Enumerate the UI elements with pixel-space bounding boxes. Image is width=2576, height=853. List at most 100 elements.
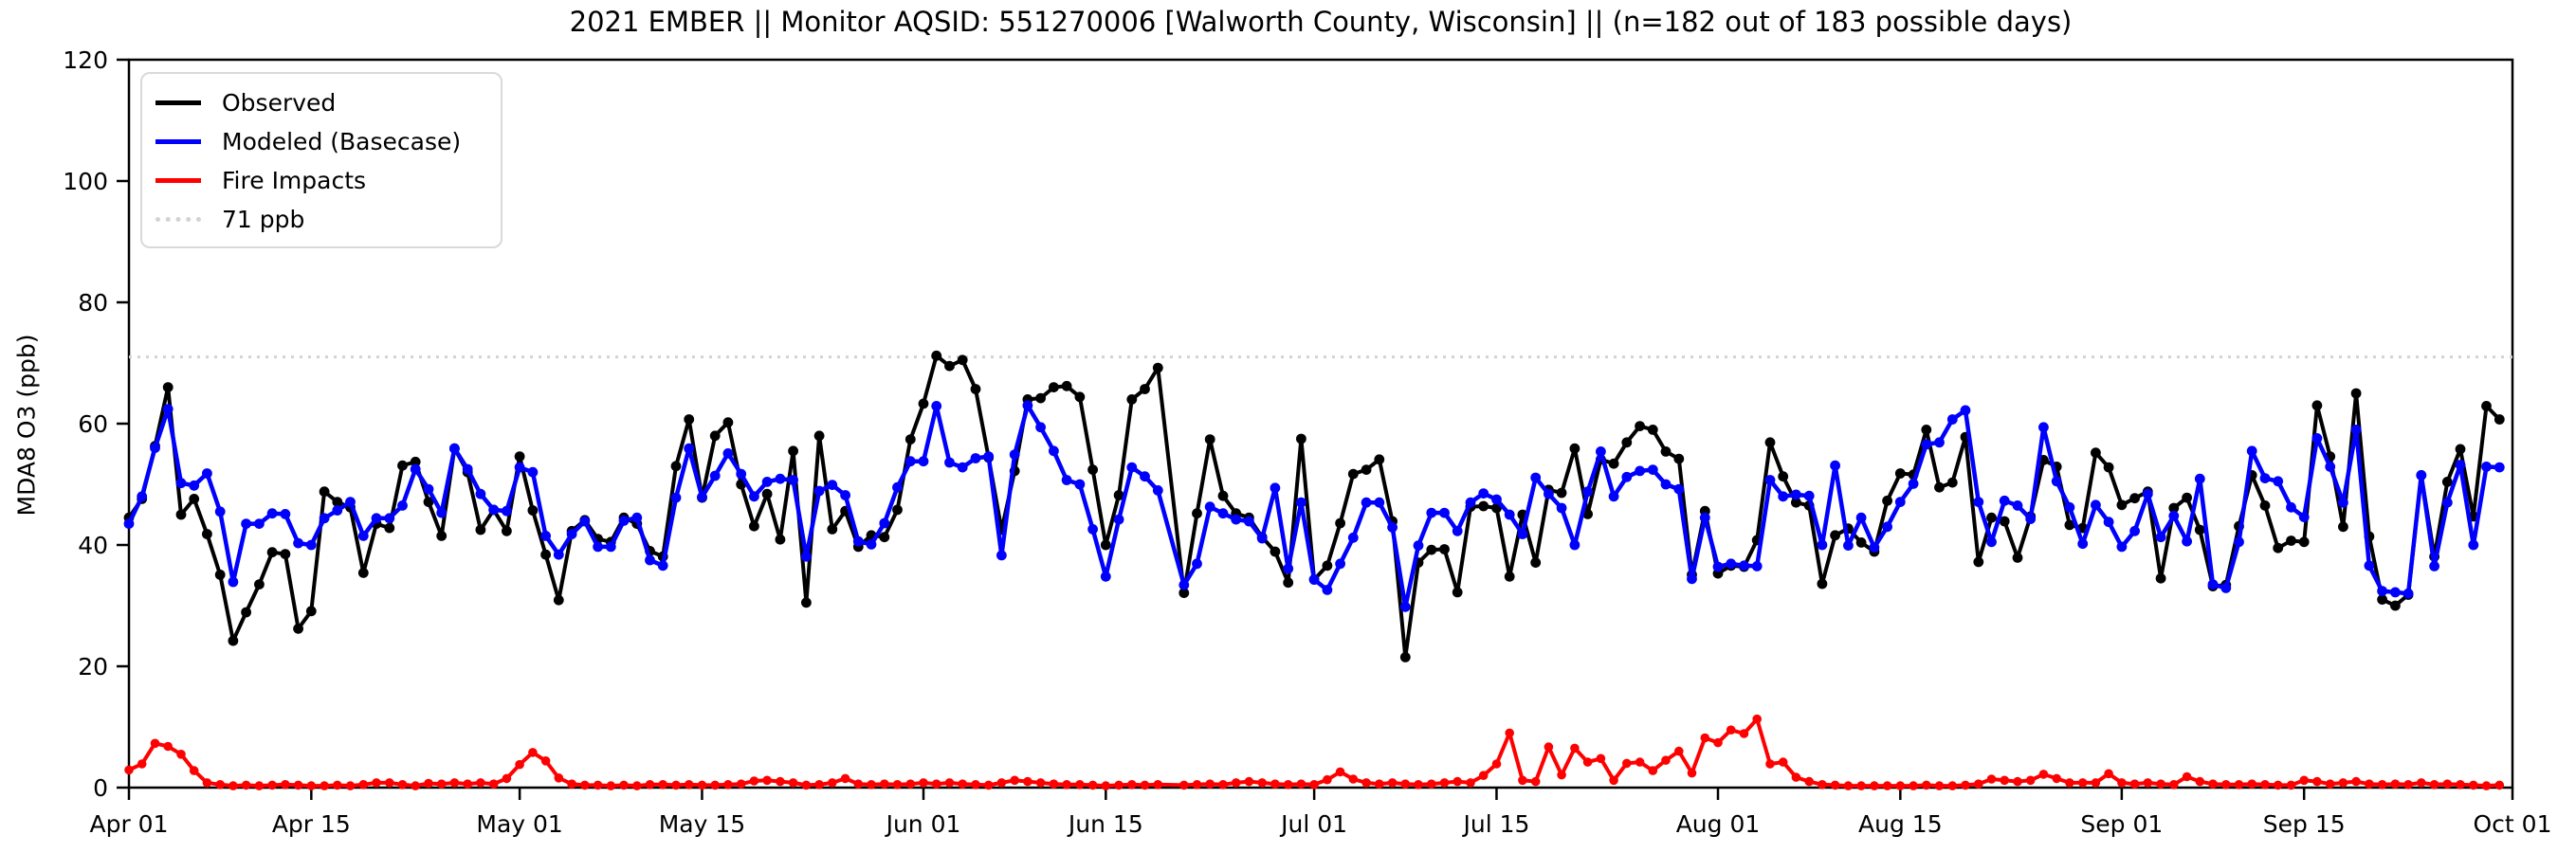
data-point [124,765,134,775]
data-point [761,488,773,499]
data-point [1075,780,1085,789]
data-point [176,750,186,759]
data-point [1296,497,1306,508]
data-point [1087,780,1098,790]
data-point [2299,775,2309,786]
data-point [944,457,955,468]
data-point [1635,757,1645,767]
data-point [1296,779,1306,789]
data-point [476,778,485,788]
data-point [814,780,824,789]
data-point [2155,532,2166,543]
data-point [2377,586,2388,596]
data-point [723,780,733,789]
data-point [904,434,916,445]
data-point [1830,780,1840,790]
data-point [527,466,539,478]
data-point [2417,778,2426,788]
data-point [1934,437,1945,448]
x-tick-label: Aug 01 [1676,810,1761,838]
data-point [866,539,877,550]
data-point [1635,465,1645,477]
data-point [1465,497,1476,508]
data-point [553,549,564,560]
data-point [1140,471,1150,482]
data-point [2038,770,2049,779]
data-point [827,524,838,535]
data-point [2103,517,2114,528]
data-point [1986,774,1997,784]
data-point [1596,446,1606,457]
data-point [710,780,720,790]
data-point [1791,489,1801,500]
data-point [345,781,356,790]
data-point [1152,362,1163,373]
data-point [1922,780,1931,790]
data-point [632,781,642,790]
data-point [2468,539,2479,551]
data-point [2182,771,2192,782]
data-point [2350,388,2362,399]
data-point [1870,781,1879,790]
data-point [657,560,668,572]
data-point [267,780,277,790]
data-point [293,537,303,549]
data-point [1739,560,1749,572]
data-point [697,780,707,790]
data-point [2259,473,2271,483]
data-point [2234,780,2244,789]
data-point [1830,460,1840,471]
data-point [931,779,941,789]
data-point [1335,558,1345,570]
data-point [1622,758,1632,769]
data-point [931,350,942,361]
data-point [1375,779,1384,789]
data-point [593,541,603,553]
data-point [2429,561,2440,572]
data-point [514,451,525,462]
data-point [1608,491,1619,502]
data-point [332,497,343,507]
data-point [1309,780,1319,789]
data-point [2494,414,2505,425]
data-point [905,779,916,789]
data-point [1152,485,1163,496]
x-tick-label: Apr 01 [89,810,168,838]
data-point [1062,780,1071,789]
data-point [333,780,342,790]
data-point [2116,541,2128,553]
data-point [2312,776,2322,787]
data-point [904,456,916,467]
data-point [540,549,551,560]
data-point [281,780,290,789]
data-point [1882,781,1892,790]
data-point [749,776,759,786]
data-point [1387,522,1398,533]
data-point [1322,560,1333,572]
data-point [463,779,473,789]
data-point [202,529,212,539]
data-point [1308,574,1320,585]
data-point [722,417,734,428]
data-point [1946,414,1958,425]
data-point [2116,499,2128,511]
data-point [384,513,395,524]
threshold-line-sample-icon [155,217,201,222]
data-point [189,494,200,504]
data-point [2455,444,2466,455]
x-tick-label: Sep 15 [2263,810,2346,838]
data-point [1452,587,1463,598]
data-point [123,518,135,529]
data-point [462,463,473,475]
data-point [2246,445,2257,457]
data-point [1087,464,1098,475]
data-point [1361,497,1372,508]
data-point [2494,462,2505,473]
data-point [670,492,682,503]
legend-row-modeled: Modeled (Basecase) [155,122,489,161]
data-point [1947,781,1958,790]
data-point [983,451,995,462]
data-point [1035,422,1046,433]
data-point [2194,473,2205,484]
